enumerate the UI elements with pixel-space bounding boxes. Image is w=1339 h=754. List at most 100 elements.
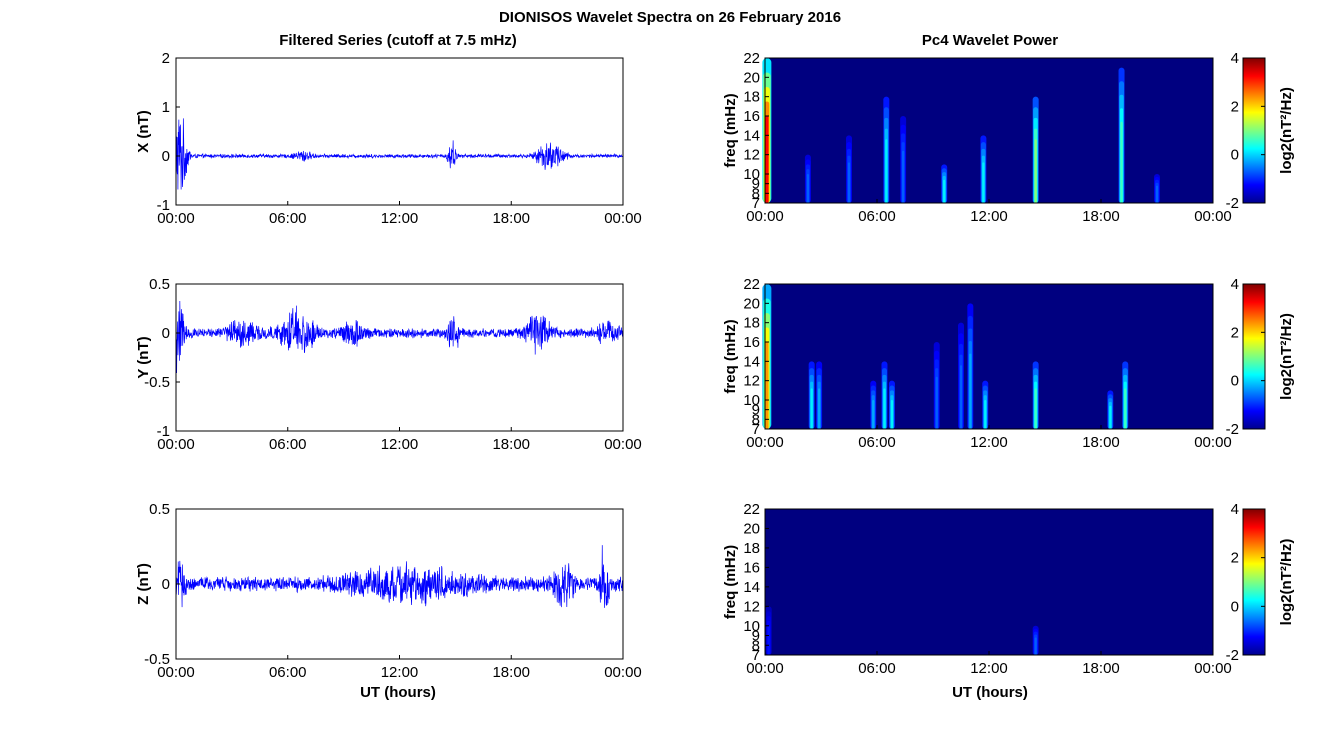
heatmap-background (765, 284, 1213, 429)
y-tick-label: -1 (157, 197, 170, 214)
power-burst (959, 365, 963, 429)
plot-area (176, 284, 623, 431)
y-tick-label: 18 (743, 540, 760, 557)
power-burst (1120, 121, 1123, 203)
line-chart-2: -0.5 0 0.5 00:00 06:00 12:00 18:00 00:00 Z (nT) (135, 501, 642, 681)
line-x-tick-label: 06:00 (269, 210, 307, 227)
colorbar-tick-label: 0 (1231, 147, 1239, 164)
right-xlabel: UT (hours) (952, 684, 1028, 701)
y-tick-label: 14 (743, 353, 760, 370)
colorbar-tick-label: 0 (1231, 373, 1239, 390)
heatmap-x-tick-label: 06:00 (858, 208, 896, 225)
power-burst (943, 179, 946, 203)
y-tick-label: 8 (752, 637, 760, 654)
heatmap-x-tick-label: 00:00 (1194, 660, 1232, 677)
heatmap-background (765, 58, 1213, 203)
power-burst (1034, 139, 1037, 203)
y-tick-label: 7 (752, 195, 760, 212)
y-tick-label: 0.5 (149, 276, 170, 293)
y-tick-label: 8 (752, 185, 760, 202)
heatmap-x-tick-label: 00:00 (746, 208, 784, 225)
colorbar-tick-label: 0 (1231, 598, 1239, 615)
y-tick-label: 10 (743, 618, 760, 635)
figure-title: DIONISOS Wavelet Spectra on 26 February … (499, 9, 841, 26)
y-axis-label: Z (nT) (135, 563, 152, 605)
y-tick-label: 9 (752, 628, 760, 645)
y-tick-label: 16 (743, 108, 760, 125)
y-tick-label: 0 (162, 325, 170, 342)
power-burst (767, 625, 770, 655)
y-tick-label: 22 (743, 501, 760, 518)
y-tick-label: 16 (743, 334, 760, 351)
y-axis-label: freq (mHz) (722, 93, 739, 167)
heatmap-x-tick-label: 18:00 (1082, 434, 1120, 451)
power-burst (982, 162, 985, 203)
colorbar-tick-label: -2 (1226, 421, 1239, 438)
y-tick-label: 8 (752, 411, 760, 428)
power-burst (818, 388, 821, 429)
line-x-tick-label: 12:00 (381, 664, 419, 681)
y-tick-label: 20 (743, 520, 760, 537)
y-tick-label: -1 (157, 423, 170, 440)
y-axis-label: Y (nT) (135, 336, 152, 378)
heatmap-x-tick-label: 06:00 (858, 434, 896, 451)
colorbar-tick-label: 4 (1231, 276, 1239, 293)
y-tick-label: 14 (743, 127, 760, 144)
heatmap-x-tick-label: 00:00 (746, 660, 784, 677)
power-burst (1034, 637, 1037, 655)
line-x-tick-label: 00:00 (157, 210, 195, 227)
colorbar-label: log2(nT²/Hz) (1278, 313, 1295, 400)
line-x-tick-label: 18:00 (492, 664, 530, 681)
line-x-tick-label: 00:00 (157, 664, 195, 681)
colorbar-tick-label: -2 (1226, 647, 1239, 664)
y-tick-label: 18 (743, 315, 760, 332)
heatmap-x-tick-label: 00:00 (746, 434, 784, 451)
heatmap-background (765, 509, 1213, 655)
heatmap-x-tick-label: 12:00 (970, 208, 1008, 225)
series-trace (175, 545, 624, 608)
power-burst (872, 400, 875, 429)
heatmap-x-tick-label: 00:00 (1194, 434, 1232, 451)
line-x-tick-label: 00:00 (157, 436, 195, 453)
heatmap-x-tick-label: 06:00 (858, 660, 896, 677)
power-burst (883, 388, 886, 429)
y-tick-label: -0.5 (144, 651, 170, 668)
heatmap-x-tick-label: 00:00 (1194, 208, 1232, 225)
left-xlabel: UT (hours) (360, 684, 436, 701)
y-tick-label: 16 (743, 559, 760, 576)
y-tick-label: 12 (743, 598, 760, 615)
y-tick-label: 12 (743, 147, 760, 164)
plot-area (176, 58, 623, 205)
power-burst (1124, 388, 1127, 429)
line-x-tick-label: 00:00 (604, 436, 642, 453)
heatmap-x-tick-label: 18:00 (1082, 660, 1120, 677)
power-burst (765, 342, 769, 429)
right-column-title: Pc4 Wavelet Power (922, 32, 1058, 49)
y-tick-label: 9 (752, 176, 760, 193)
y-tick-label: 12 (743, 373, 760, 390)
power-burst (806, 174, 810, 203)
colorbar-tick-label: 2 (1231, 324, 1239, 341)
colorbar (1242, 508, 1266, 656)
line-x-tick-label: 06:00 (269, 436, 307, 453)
line-x-tick-label: 18:00 (492, 210, 530, 227)
power-burst (902, 150, 905, 203)
power-burst (847, 162, 851, 203)
y-tick-label: 10 (743, 392, 760, 409)
line-x-tick-label: 06:00 (269, 664, 307, 681)
colorbar-label: log2(nT²/Hz) (1278, 87, 1295, 174)
y-tick-label: 10 (743, 166, 760, 183)
colorbar-label: log2(nT²/Hz) (1278, 539, 1295, 626)
line-x-tick-label: 12:00 (381, 210, 419, 227)
power-burst (1034, 388, 1037, 429)
heatmap-x-tick-label: 12:00 (970, 660, 1008, 677)
power-burst (935, 376, 938, 429)
power-burst (890, 400, 894, 429)
colorbar-tick-label: -2 (1226, 195, 1239, 212)
colorbar-tick-label: 4 (1231, 50, 1239, 67)
line-chart-1: -1 -0.5 0 0.5 00:00 06:00 12:00 18:00 00:00 Y (nT… (135, 276, 642, 453)
power-burst (885, 139, 888, 203)
